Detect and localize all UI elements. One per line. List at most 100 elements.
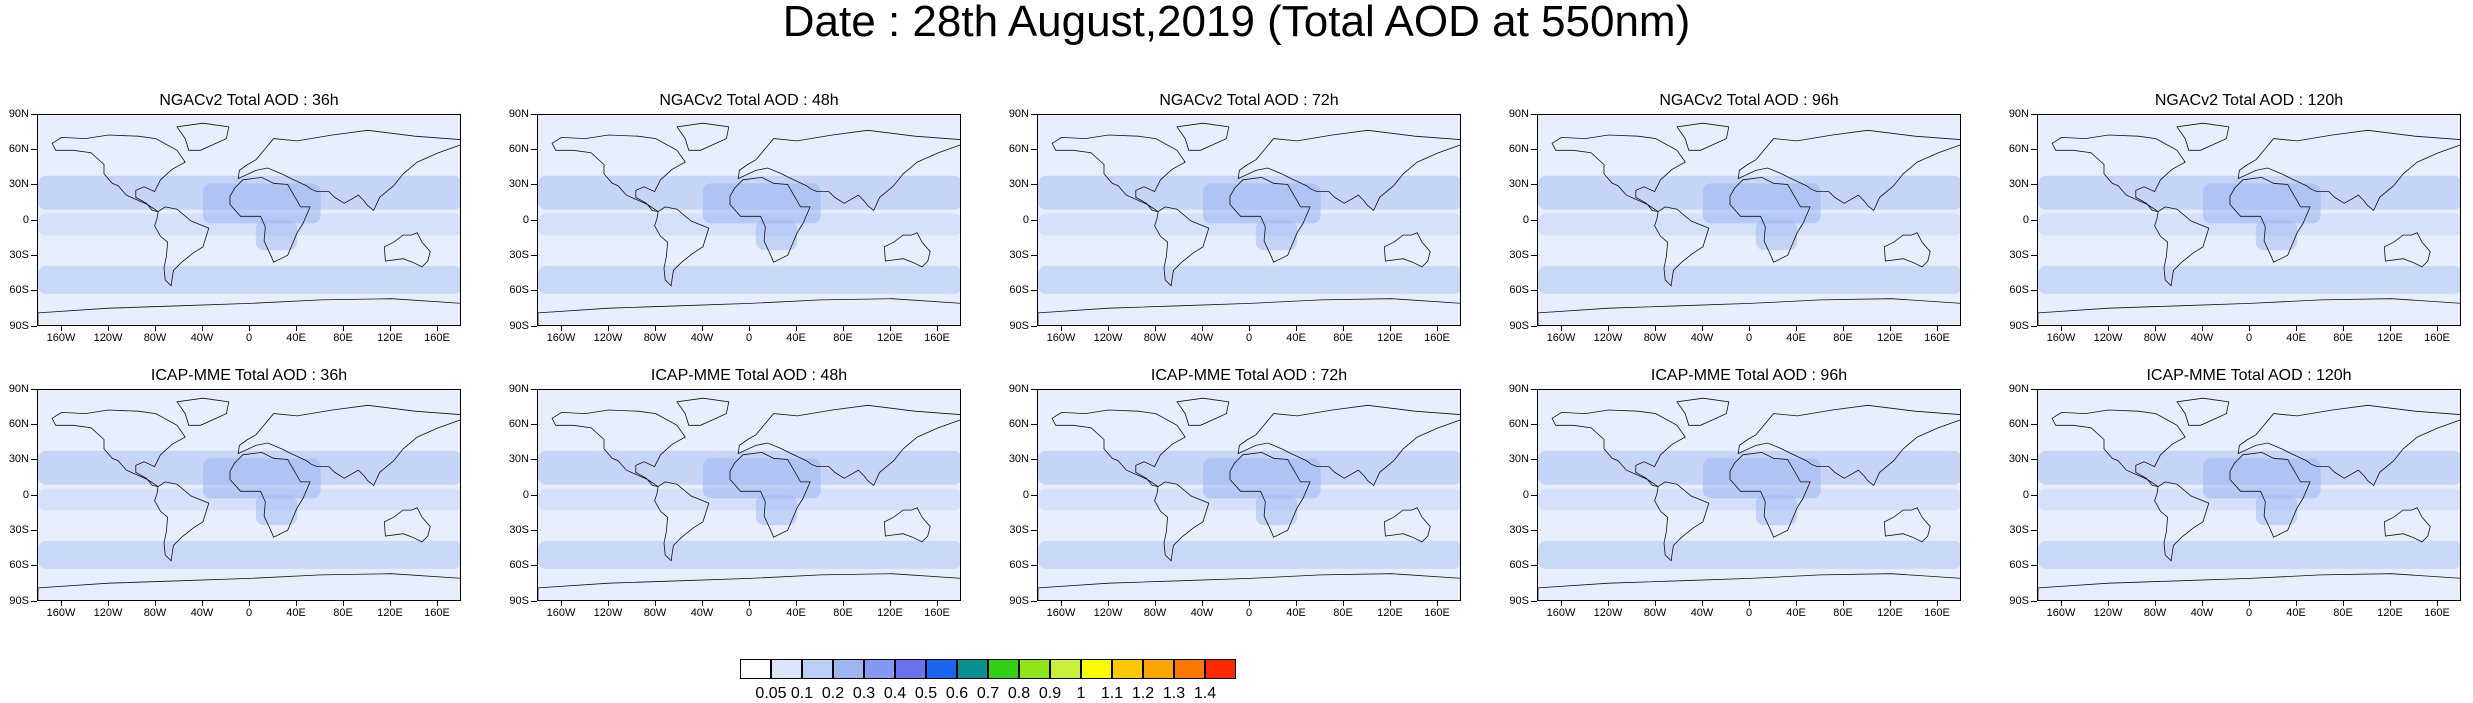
aod-map — [1537, 389, 1961, 601]
figure-title: Date : 28th August,2019 (Total AOD at 55… — [782, 0, 1691, 46]
coastline-greenland — [1176, 397, 1230, 426]
lon-tick-label: 80E — [1833, 607, 1853, 619]
lon-tick-label: 80E — [333, 607, 353, 619]
map-panel-icap-mme-36h: ICAP-MME Total AOD : 36h 90N 60N 30N 0 30S 60S… — [0, 367, 470, 627]
aod-band — [1255, 495, 1298, 526]
lat-tick — [31, 495, 37, 496]
lat-tick-label: 0 — [1022, 489, 1029, 501]
coastline-australia — [883, 507, 931, 543]
lat-tick-label: 30N — [1508, 178, 1529, 190]
colorbar-swatch — [771, 659, 802, 679]
lat-tick-label: 0 — [2022, 489, 2029, 501]
lat-tick-label: 30S — [1509, 249, 1529, 261]
coastline-australia — [1883, 507, 1931, 543]
aod-map — [1537, 114, 1961, 326]
lon-tick-label: 80W — [2143, 607, 2167, 619]
lat-tick-label: 30N — [508, 453, 529, 465]
lon-tick-label: 0 — [745, 332, 753, 344]
coastline-australia — [383, 232, 431, 268]
lon-tick-label: 160E — [2424, 607, 2450, 619]
lon-tick — [1702, 601, 1703, 606]
lon-tick-label: 40W — [2190, 607, 2214, 619]
lon-tick — [2390, 326, 2391, 331]
lon-tick-label: 40E — [2286, 332, 2306, 344]
lon-tick — [1796, 601, 1797, 606]
coastline-greenland — [1676, 122, 1730, 151]
lat-tick-label: 60N — [1508, 143, 1529, 155]
lon-tick-label: 120E — [2377, 607, 2403, 619]
lon-tick — [108, 601, 109, 606]
aod-field — [538, 115, 960, 325]
lon-tick — [2249, 601, 2250, 606]
lon-tick-label: 160W — [46, 332, 76, 344]
lat-tick — [31, 290, 37, 291]
lon-tick — [1890, 601, 1891, 606]
lon-tick — [1437, 601, 1438, 606]
map-panel-icap-mme-96h: ICAP-MME Total AOD : 96h 90N 60N 30N 0 30S 60S… — [1500, 367, 1970, 627]
lon-tick-label: 120E — [1877, 607, 1903, 619]
aod-band — [702, 183, 821, 224]
lat-tick-label: 60N — [2008, 418, 2029, 430]
colorbar-swatch — [988, 659, 1019, 679]
coastline-australia — [2383, 507, 2431, 543]
lat-tick-label: 90S — [9, 595, 29, 607]
lon-tick — [843, 601, 844, 606]
map-panel-icap-mme-120h: ICAP-MME Total AOD : 120h 90N 60N 30N 0 30S 60… — [2000, 367, 2470, 627]
lat-tick — [31, 459, 37, 460]
lon-tick-label: 80W — [2143, 332, 2167, 344]
lat-tick-label: 60N — [508, 143, 529, 155]
coastline-north-america — [1551, 409, 1686, 487]
lon-tick — [249, 326, 250, 331]
map-panel-ngacv2-36h: NGACv2 Total AOD : 36h 90N 60N 30N 0 30S 60S 90… — [0, 92, 470, 352]
coastline-north-america — [51, 134, 186, 212]
coastline-north-america — [1051, 134, 1186, 212]
aod-map — [2037, 114, 2461, 326]
lat-tick-label: 60S — [509, 284, 529, 296]
coastline-antarctica — [2038, 298, 2460, 325]
lat-tick-label: 60N — [8, 418, 29, 430]
lon-tick-label: 160W — [1046, 607, 1076, 619]
lat-tick-label: 90N — [2008, 383, 2029, 395]
lon-tick-label: 120W — [593, 332, 623, 344]
map-panel-ngacv2-48h: NGACv2 Total AOD : 48h 90N 60N 30N 0 30S 60S 90… — [500, 92, 970, 352]
coastline-africa — [1729, 176, 1811, 263]
coastline-greenland — [676, 122, 730, 151]
lon-tick-label: 80W — [1643, 332, 1667, 344]
coastline-africa — [1229, 451, 1311, 538]
lon-tick — [2202, 601, 2203, 606]
lon-tick-label: 40E — [1786, 332, 1806, 344]
lon-tick — [343, 326, 344, 331]
lon-tick — [1108, 601, 1109, 606]
colorbar-swatch — [926, 659, 957, 679]
aod-band — [255, 495, 298, 526]
lon-tick — [843, 326, 844, 331]
lon-tick — [2202, 326, 2203, 331]
lon-tick — [608, 326, 609, 331]
lat-tick — [531, 495, 537, 496]
colorbar-label: 0.1 — [790, 685, 814, 702]
lat-tick — [531, 389, 537, 390]
aod-band — [702, 458, 821, 499]
lon-tick-label: 120E — [1877, 332, 1903, 344]
lon-tick-label: 80W — [1143, 332, 1167, 344]
lon-tick — [1155, 326, 1156, 331]
lon-tick-label: 80W — [1143, 607, 1167, 619]
lon-tick-label: 160E — [924, 332, 950, 344]
lat-tick-label: 90S — [1009, 320, 1029, 332]
lon-tick-label: 120E — [1377, 607, 1403, 619]
lon-tick — [202, 326, 203, 331]
lat-tick — [31, 326, 37, 327]
lat-tick — [1531, 184, 1537, 185]
aod-band — [2038, 488, 2460, 511]
lon-tick — [1561, 601, 1562, 606]
lat-tick — [2031, 565, 2037, 566]
lat-tick-label: 30N — [1508, 453, 1529, 465]
lon-tick — [608, 601, 609, 606]
lon-tick-label: 160E — [1424, 607, 1450, 619]
lon-tick — [1108, 326, 1109, 331]
coastline-australia — [1383, 232, 1431, 268]
lon-tick — [1249, 601, 1250, 606]
lat-tick — [1531, 530, 1537, 531]
lon-tick — [890, 601, 891, 606]
lat-tick — [31, 114, 37, 115]
